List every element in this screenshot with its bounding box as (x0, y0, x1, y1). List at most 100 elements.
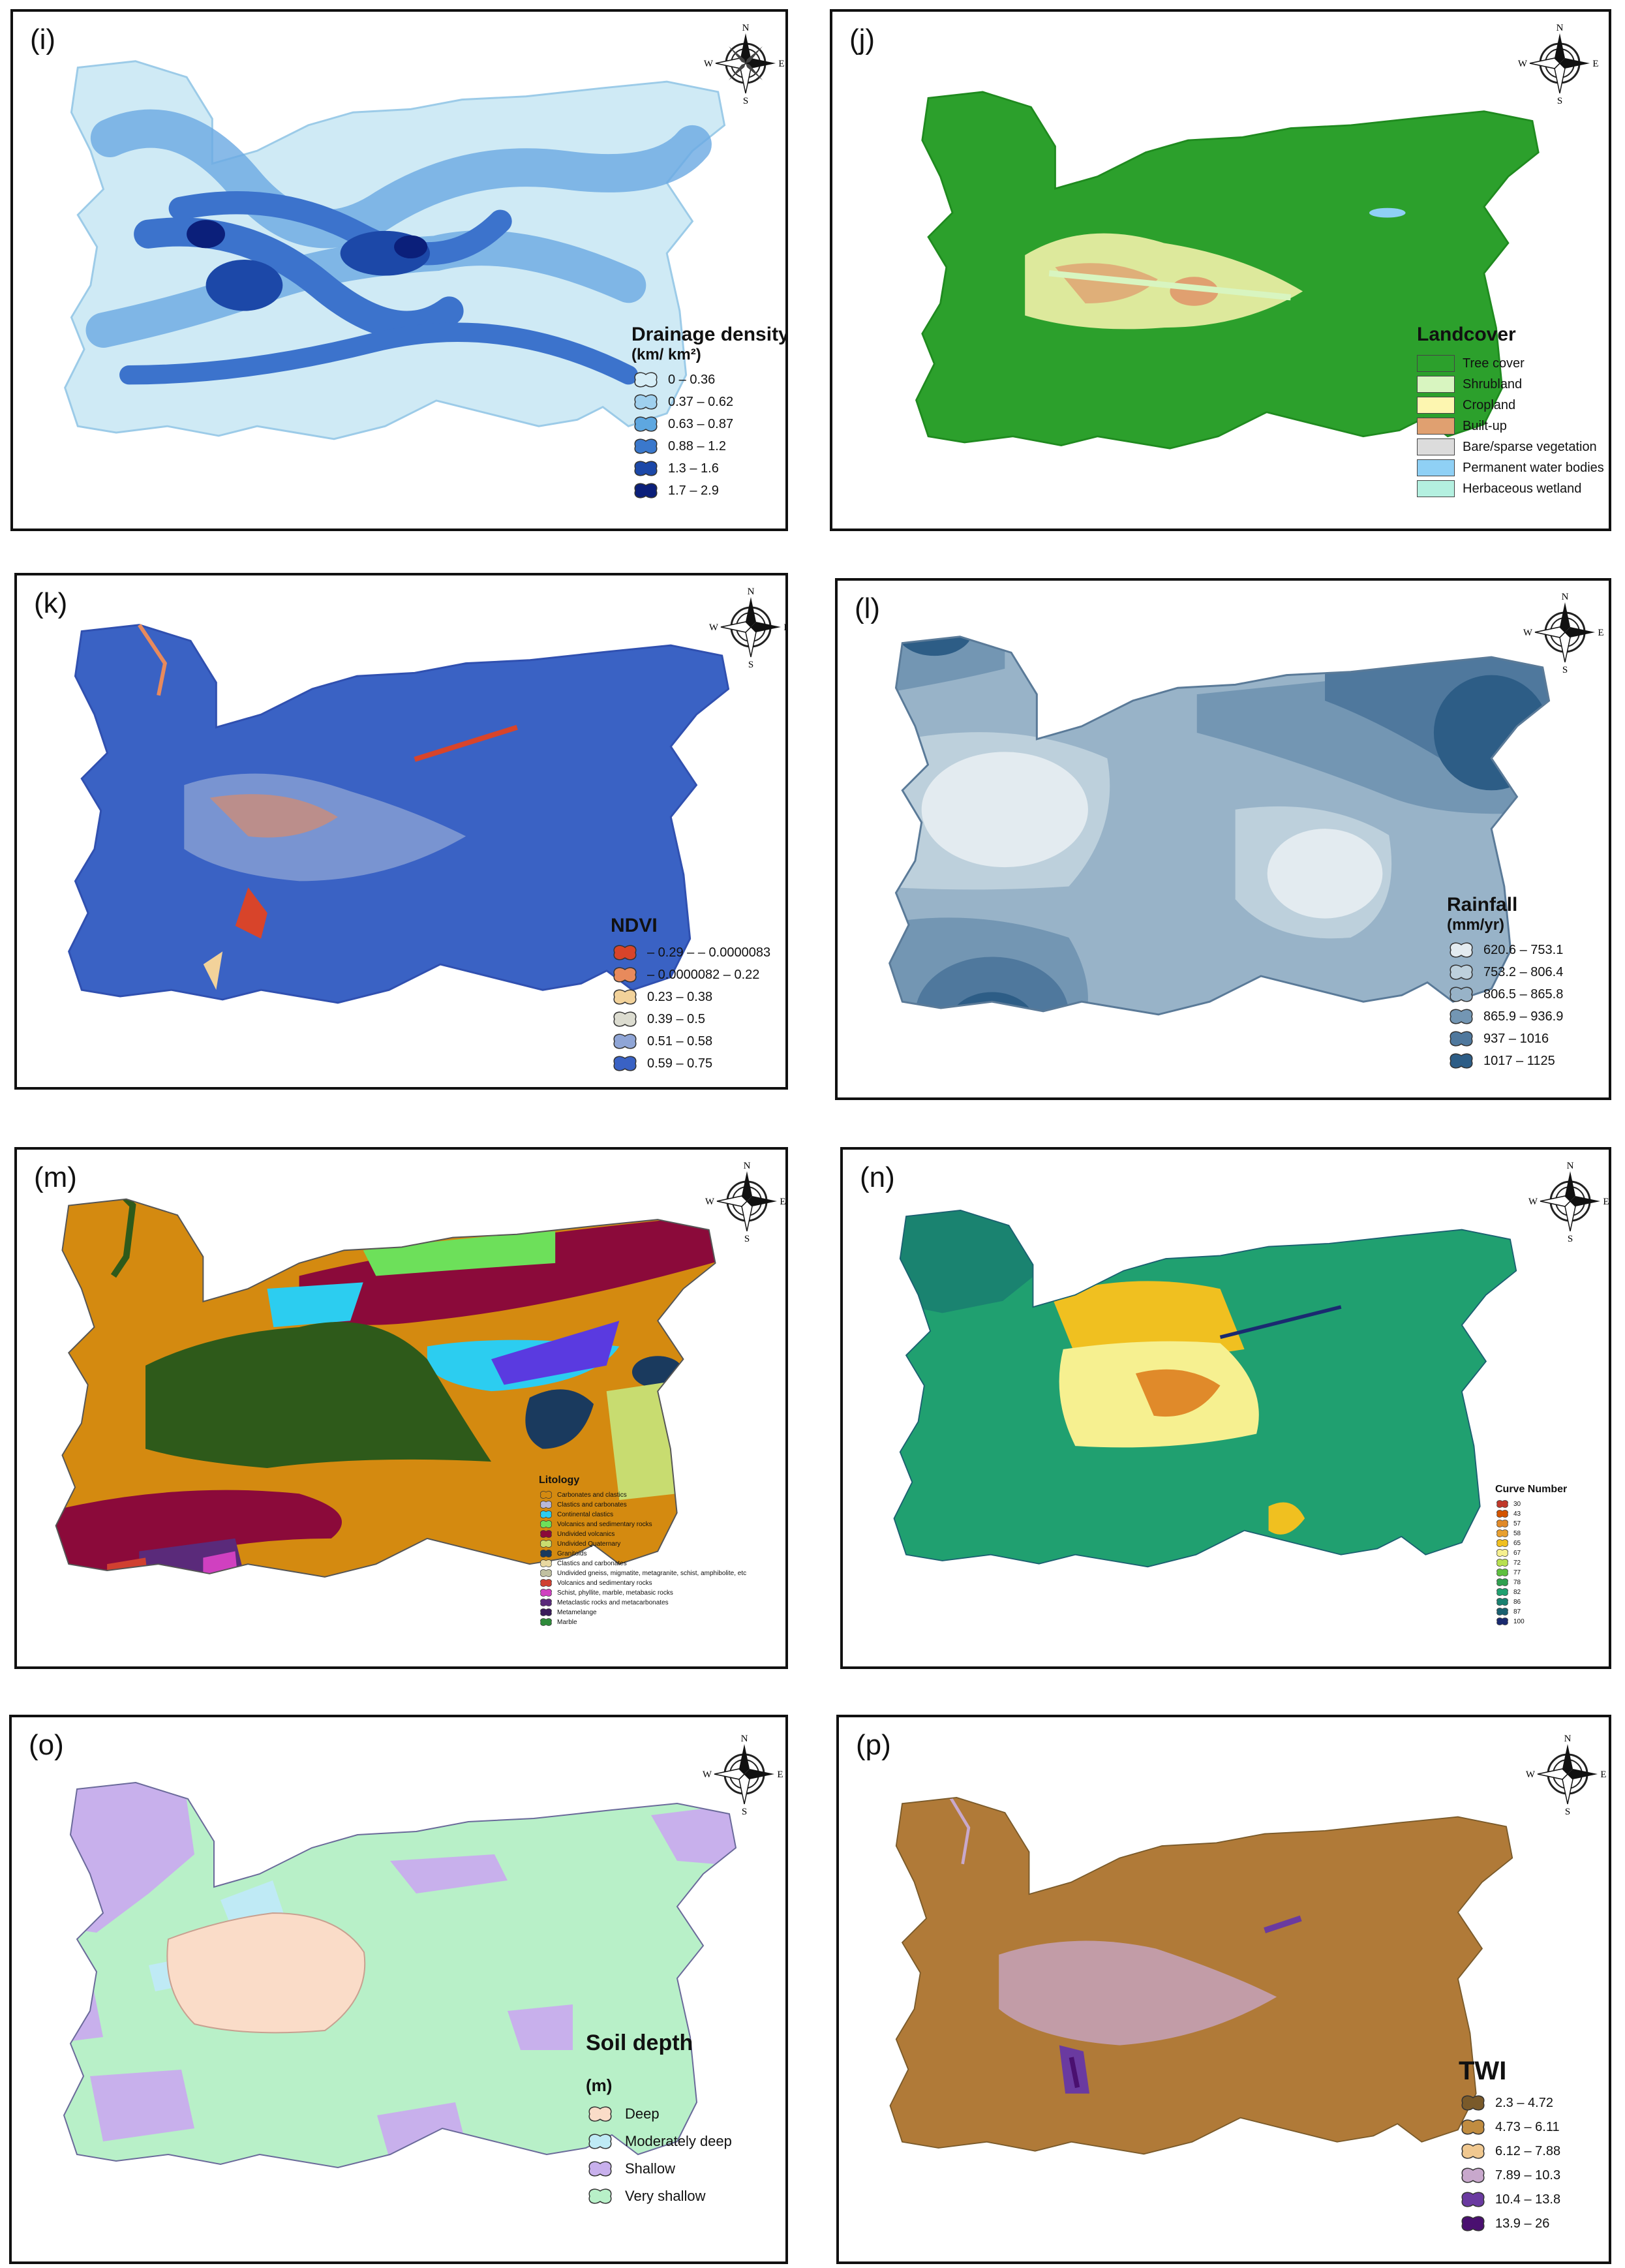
legend-items: Deep Moderately deep Shallow Very shallow (586, 2105, 732, 2205)
legend-item: 1.3 – 1.6 (631, 459, 785, 478)
legend-label: 0.39 – 0.5 (647, 1011, 705, 1026)
legend-items: Tree cover Shrubland Cropland Built-up Bare/… (1417, 355, 1604, 497)
compass-e: E (1603, 1197, 1609, 1207)
legend-swatch (1496, 1539, 1508, 1547)
legend-label: 753.2 – 806.4 (1483, 964, 1564, 979)
legend-label: 43 (1513, 1510, 1521, 1518)
legend-label: 87 (1513, 1608, 1521, 1616)
legend-item: – 0.0000082 – 0.22 (611, 966, 770, 984)
legend-item: Volcanics and sedimentary rocks (539, 1578, 746, 1587)
compass-s: S (1565, 1807, 1570, 1816)
legend-label: 0.59 – 0.75 (647, 1056, 713, 1071)
legend-label: 13.9 – 26 (1495, 2216, 1550, 2231)
landcover-map (915, 91, 1540, 450)
legend-swatch (1496, 1510, 1508, 1518)
legend-item: Continental clastics (539, 1510, 746, 1519)
legend-soil-depth: Soil depth (m) Deep Moderately deep Shallo… (586, 2030, 732, 2214)
panel-tag: (l) (855, 592, 881, 624)
legend-item: 0 – 0.36 (631, 371, 785, 389)
legend-label: Marble (557, 1618, 577, 1626)
north-arrow-compass-icon: N S E W (1517, 21, 1602, 106)
drainage-density-map (64, 60, 726, 440)
north-arrow-compass-icon: N S E W (708, 585, 785, 670)
legend-label: 620.6 – 753.1 (1483, 942, 1564, 957)
legend-swatch (1417, 418, 1455, 435)
legend-item: 77 (1495, 1568, 1567, 1577)
legend-label: Volcanics and sedimentary rocks (557, 1520, 652, 1528)
legend-swatch (540, 1559, 552, 1567)
legend-label: 6.12 – 7.88 (1495, 2143, 1561, 2158)
legend-label: 937 – 1016 (1483, 1031, 1549, 1046)
legend-item: Deep (586, 2105, 732, 2123)
compass-w: W (1523, 628, 1533, 638)
compass-n: N (748, 587, 755, 597)
legend-label: 1.7 – 2.9 (668, 483, 719, 498)
legend-item: Marble (539, 1617, 746, 1627)
legend-label: 1017 – 1125 (1483, 1053, 1555, 1068)
legend-swatch (540, 1530, 552, 1538)
legend-item: 87 (1495, 1607, 1567, 1616)
legend-label: 58 (1513, 1529, 1521, 1537)
legend-item: 7.89 – 10.3 (1459, 2166, 1560, 2184)
legend-item: 10.4 – 13.8 (1459, 2190, 1560, 2209)
legend-swatch (1461, 2216, 1485, 2231)
legend-item: 753.2 – 806.4 (1447, 963, 1563, 981)
legend-item: 620.6 – 753.1 (1447, 941, 1563, 959)
legend-label: Clastics and carbonates (557, 1501, 627, 1509)
legend-label: Bare/sparse vegetation (1463, 439, 1597, 454)
legend-label: Metaclastic rocks and metacarbonates (557, 1599, 669, 1606)
legend-item: 13.9 – 26 (1459, 2214, 1560, 2233)
legend-swatch (613, 945, 637, 960)
compass-s: S (1568, 1234, 1573, 1244)
legend-swatch (1450, 1031, 1473, 1047)
legend-swatch (1417, 376, 1455, 393)
legend-item: – 0.29 – – 0.0000083 (611, 943, 770, 962)
legend-label: 82 (1513, 1588, 1521, 1596)
legend-label: 0.37 – 0.62 (668, 394, 734, 409)
compass-w: W (1518, 59, 1528, 69)
legend-item: Undivided gneiss, migmatite, metagranite… (539, 1569, 746, 1578)
legend-swatch (1450, 942, 1473, 958)
legend-item: 65 (1495, 1539, 1567, 1548)
legend-item: Built-up (1417, 418, 1604, 435)
compass-n: N (742, 23, 750, 33)
legend-swatch (1417, 480, 1455, 497)
compass-s: S (1557, 96, 1562, 106)
legend-swatch (588, 2188, 612, 2204)
legend-swatch (1496, 1529, 1508, 1537)
legend-items: 30 43 57 58 65 67 72 77 78 82 86 87 100 (1495, 1499, 1567, 1626)
compass-n: N (744, 1161, 751, 1171)
legend-swatch (1496, 1598, 1508, 1606)
legend-label: Carbonates and clastics (557, 1491, 627, 1499)
legend-swatch (634, 394, 658, 410)
legend-swatch (613, 1034, 637, 1049)
legend-items: Carbonates and clastics Clastics and carb… (539, 1490, 746, 1627)
legend-swatch (1496, 1617, 1508, 1625)
legend-item: Undivided volcanics (539, 1529, 746, 1539)
legend-label: 72 (1513, 1559, 1521, 1567)
legend-label: Cropland (1463, 397, 1516, 412)
panel-landcover: (j) N S E W Landcover Tree cover Shrublan… (830, 9, 1611, 531)
legend-swatch (1450, 1009, 1473, 1024)
legend-item: Bare/sparse vegetation (1417, 438, 1604, 455)
legend-label: Clastics and carbonates (557, 1559, 627, 1567)
legend-item: Clastics and carbonates (539, 1559, 746, 1568)
compass-e: E (780, 1197, 785, 1207)
legend-title: NDVI (611, 915, 658, 936)
panel-tag: (o) (29, 1729, 64, 1761)
legend-rainfall: Rainfall (mm/yr) 620.6 – 753.1 753.2 – 80… (1447, 894, 1563, 1074)
legend-item: 1017 – 1125 (1447, 1052, 1563, 1070)
legend-swatch (613, 989, 637, 1005)
legend-item: Moderately deep (586, 2132, 732, 2151)
legend-label: Shallow (625, 2160, 676, 2177)
legend-label: 57 (1513, 1520, 1521, 1527)
legend-label: 65 (1513, 1539, 1521, 1547)
legend-swatch (613, 1056, 637, 1071)
legend-label: 86 (1513, 1598, 1521, 1606)
legend-swatch (588, 2161, 612, 2177)
legend-swatch (1450, 1053, 1473, 1069)
compass-n: N (1562, 592, 1569, 602)
legend-swatch (1496, 1559, 1508, 1567)
compass-e: E (778, 59, 784, 69)
legend-swatch (540, 1501, 552, 1509)
